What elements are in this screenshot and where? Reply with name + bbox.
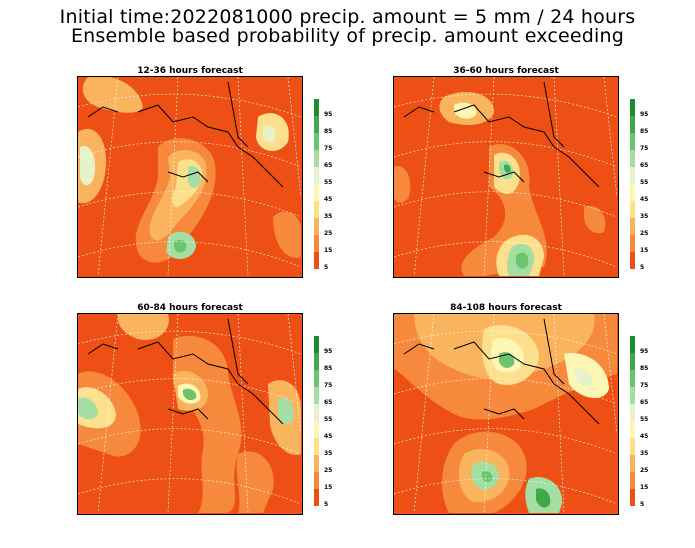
legend-label-65: 65 — [324, 399, 333, 406]
legend-label-55: 55 — [640, 416, 649, 423]
panel-title: 60-84 hours forecast — [137, 303, 243, 313]
legend-label-55: 55 — [640, 179, 649, 186]
legend-label-55: 55 — [324, 416, 333, 423]
legend-label-95: 95 — [640, 111, 649, 118]
colorbar-legend: 95 85 75 65 55 45 35 25 15 5 — [314, 336, 336, 508]
legend-label-35: 35 — [324, 213, 333, 220]
legend-label-15: 15 — [324, 484, 333, 491]
legend-label-5: 5 — [640, 501, 645, 508]
legend-label-45: 45 — [640, 196, 649, 203]
main-title-line2: Ensemble based probability of precip. am… — [70, 25, 625, 47]
legend-label-15: 15 — [640, 247, 649, 254]
legend-label-25: 25 — [640, 467, 649, 474]
legend-label-65: 65 — [324, 162, 333, 169]
panel-title: 12-36 hours forecast — [137, 66, 243, 76]
legend-label-5: 5 — [324, 501, 329, 508]
legend-label-95: 95 — [324, 348, 333, 355]
legend-label-75: 75 — [640, 382, 649, 389]
legend-label-35: 35 — [640, 450, 649, 457]
legend-label-5: 5 — [640, 264, 645, 271]
legend-label-95: 95 — [640, 348, 649, 355]
legend-label-5: 5 — [324, 264, 329, 271]
legend-label-75: 75 — [640, 145, 649, 152]
forecast-panel-60-84: 60-84 hours forecast — [77, 303, 337, 548]
legend-label-25: 25 — [324, 230, 333, 237]
legend-label-15: 15 — [640, 484, 649, 491]
forecast-panel-12-36: 12-36 hours forecast — [77, 66, 337, 311]
colorbar-legend: 95 85 75 65 55 45 35 25 15 5 — [630, 336, 652, 508]
probability-map — [77, 76, 303, 278]
legend-label-45: 45 — [640, 433, 649, 440]
legend-label-85: 85 — [640, 128, 649, 135]
probability-map — [393, 313, 619, 515]
panel-title: 84-108 hours forecast — [450, 303, 562, 313]
legend-label-85: 85 — [324, 128, 333, 135]
legend-label-55: 55 — [324, 179, 333, 186]
probability-map — [393, 76, 619, 278]
legend-label-25: 25 — [640, 230, 649, 237]
legend-label-35: 35 — [324, 450, 333, 457]
legend-label-85: 85 — [640, 365, 649, 372]
legend-label-75: 75 — [324, 382, 333, 389]
legend-label-35: 35 — [640, 213, 649, 220]
colorbar-legend: 95 85 75 65 55 45 35 25 15 5 — [314, 99, 336, 271]
main-title-line1: Initial time:2022081000 precip. amount =… — [59, 6, 636, 28]
legend-label-65: 65 — [640, 399, 649, 406]
panel-title: 36-60 hours forecast — [453, 66, 559, 76]
forecast-panel-36-60: 36-60 hours forecast — [393, 66, 653, 311]
legend-label-65: 65 — [640, 162, 649, 169]
legend-label-45: 45 — [324, 433, 333, 440]
legend-label-25: 25 — [324, 467, 333, 474]
legend-label-15: 15 — [324, 247, 333, 254]
legend-label-95: 95 — [324, 111, 333, 118]
legend-label-45: 45 — [324, 196, 333, 203]
legend-label-85: 85 — [324, 365, 333, 372]
legend-label-75: 75 — [324, 145, 333, 152]
probability-map — [77, 313, 303, 515]
colorbar-legend: 95 85 75 65 55 45 35 25 15 5 — [630, 99, 652, 271]
forecast-panel-84-108: 84-108 hours forecast — [393, 303, 653, 548]
